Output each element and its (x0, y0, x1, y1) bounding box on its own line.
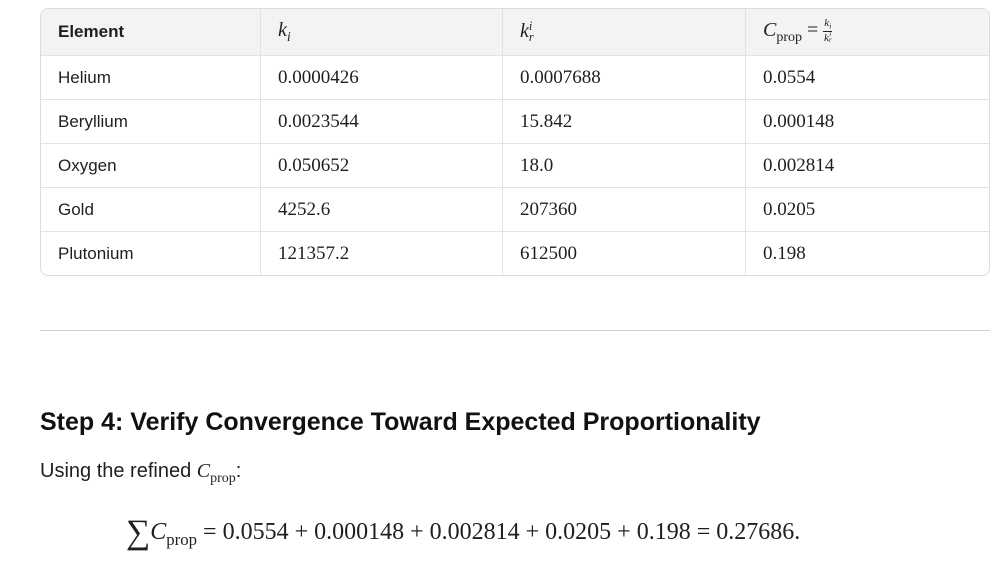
header-cell: ki (260, 9, 502, 56)
equation: ∑Cprop = 0.0554 + 0.000148 + 0.002814 + … (126, 514, 800, 552)
value-cell: 0.0000426 (260, 56, 502, 100)
math-sub: r (828, 37, 832, 45)
table-row: Helium 0.0000426 0.0007688 0.0554 (41, 56, 989, 100)
math-sub: prop (166, 529, 198, 549)
element-cell: Gold (41, 188, 260, 232)
value-cell: 121357.2 (260, 232, 502, 275)
value-cell: 18.0 (502, 144, 745, 188)
value-cell: 0.0205 (745, 188, 989, 232)
value-cell: 0.198 (745, 232, 989, 275)
header-cell: Cprop = ki k i r (745, 9, 989, 56)
element-cell: Oxygen (41, 144, 260, 188)
math-sup: i (528, 18, 533, 33)
text: : (235, 460, 242, 482)
value-cell: 15.842 (502, 100, 745, 144)
math-sub: prop (776, 29, 803, 45)
value-cell: 0.0007688 (502, 56, 745, 100)
table-row: Gold 4252.6 207360 0.0205 (41, 188, 989, 232)
element-cell: Beryllium (41, 100, 260, 144)
math-sup: i (829, 30, 832, 38)
value-cell: 0.0554 (745, 56, 989, 100)
table-body: Helium 0.0000426 0.0007688 0.0554 Beryllium 0… (41, 56, 989, 275)
value-cell: 612500 (502, 232, 745, 275)
math-rhs: = 0.0554 + 0.000148 + 0.002814 + 0.0205 … (203, 518, 801, 545)
math-base: k (824, 31, 829, 44)
math-base: k (824, 17, 830, 30)
value-cell: 4252.6 (260, 188, 502, 232)
math-sub: r (528, 30, 534, 45)
math-eq: = (807, 19, 819, 42)
value-cell: 0.050652 (260, 144, 502, 188)
math-base: C (150, 518, 167, 545)
table-row: Oxygen 0.050652 18.0 0.002814 (41, 144, 989, 188)
section-heading: Step 4: Verify Convergence Toward Expect… (40, 408, 761, 436)
value-cell: 207360 (502, 188, 745, 232)
text: Using the refined (40, 460, 197, 482)
intro-text: Using the refined Cprop: (40, 460, 241, 487)
value-cell: 0.0023544 (260, 100, 502, 144)
math-sub: i (286, 29, 291, 45)
table-row: Beryllium 0.0023544 15.842 0.000148 (41, 100, 989, 144)
math-base: C (196, 460, 211, 482)
value-cell: 0.002814 (745, 144, 989, 188)
element-cell: Plutonium (58, 243, 134, 263)
math-base: C (763, 19, 777, 42)
math-base: k (520, 19, 529, 42)
math-sum: ∑ (126, 514, 151, 551)
math-sub: i (829, 21, 832, 31)
value-cell: 0.000148 (745, 100, 989, 144)
math-base: k (278, 18, 287, 41)
header-cell: Element (41, 9, 260, 56)
element-cell: Helium (41, 56, 260, 100)
divider (40, 330, 990, 331)
math-sub: prop (210, 470, 236, 486)
table-row: Plutonium 121357.2 612500 0.198 (41, 232, 989, 275)
